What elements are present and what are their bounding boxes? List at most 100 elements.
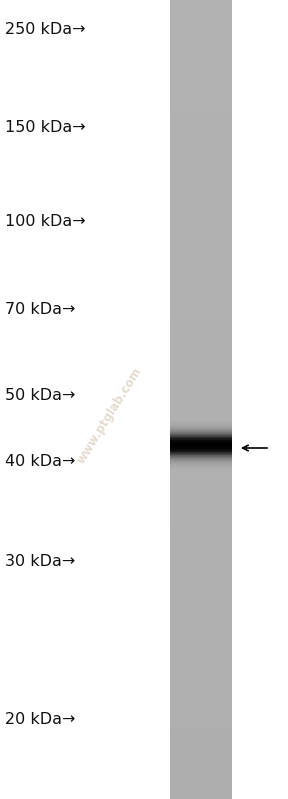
Bar bbox=[170, 54, 232, 61]
Bar bbox=[170, 443, 232, 444]
Bar bbox=[170, 499, 232, 507]
Bar bbox=[170, 6, 232, 14]
Bar bbox=[170, 639, 232, 647]
Bar bbox=[170, 446, 232, 447]
Bar bbox=[170, 425, 232, 426]
Bar bbox=[170, 442, 232, 443]
Bar bbox=[170, 421, 232, 422]
Bar bbox=[170, 451, 232, 452]
Bar bbox=[170, 451, 232, 452]
Bar bbox=[170, 693, 232, 700]
Bar bbox=[170, 326, 232, 334]
Bar bbox=[170, 706, 232, 714]
Bar bbox=[170, 447, 232, 448]
Bar bbox=[170, 213, 232, 221]
Bar bbox=[170, 465, 232, 466]
Bar bbox=[170, 793, 232, 799]
Bar bbox=[170, 153, 232, 161]
Bar bbox=[170, 426, 232, 427]
Bar bbox=[170, 437, 232, 438]
Bar bbox=[170, 453, 232, 454]
Bar bbox=[170, 457, 232, 458]
Bar bbox=[170, 453, 232, 454]
Bar bbox=[170, 440, 232, 441]
Bar bbox=[170, 467, 232, 468]
Bar bbox=[170, 448, 232, 449]
Bar bbox=[170, 166, 232, 174]
Bar bbox=[170, 446, 232, 447]
Bar bbox=[170, 437, 232, 438]
Text: 150 kDa→: 150 kDa→ bbox=[5, 121, 86, 136]
Bar bbox=[170, 460, 232, 462]
Bar bbox=[170, 455, 232, 457]
Bar bbox=[170, 434, 232, 435]
Bar bbox=[170, 413, 232, 420]
Bar bbox=[170, 586, 232, 594]
Bar bbox=[170, 106, 232, 114]
Bar bbox=[170, 653, 232, 660]
Bar bbox=[170, 438, 232, 439]
Bar bbox=[170, 373, 232, 380]
Text: 30 kDa→: 30 kDa→ bbox=[5, 555, 75, 570]
Bar bbox=[170, 441, 232, 442]
Bar bbox=[170, 472, 232, 473]
Bar bbox=[170, 465, 232, 466]
Text: 100 kDa→: 100 kDa→ bbox=[5, 214, 86, 229]
Bar bbox=[170, 666, 232, 674]
Bar bbox=[170, 433, 232, 434]
Text: 70 kDa→: 70 kDa→ bbox=[5, 303, 75, 317]
Bar bbox=[170, 346, 232, 354]
Bar bbox=[170, 449, 232, 450]
Bar bbox=[170, 441, 232, 442]
Bar bbox=[170, 446, 232, 447]
Bar bbox=[170, 419, 232, 420]
Bar bbox=[170, 471, 232, 472]
Bar bbox=[170, 452, 232, 453]
Bar bbox=[170, 454, 232, 455]
Bar bbox=[170, 46, 232, 54]
Bar bbox=[170, 434, 232, 435]
Text: www.ptglab.com: www.ptglab.com bbox=[75, 365, 144, 466]
Bar bbox=[170, 427, 232, 428]
Bar bbox=[170, 593, 232, 600]
Bar bbox=[170, 448, 232, 449]
Bar bbox=[170, 464, 232, 465]
Bar bbox=[170, 431, 232, 433]
Bar bbox=[170, 286, 232, 294]
Bar bbox=[170, 453, 232, 460]
Bar bbox=[170, 440, 232, 441]
Bar bbox=[170, 333, 232, 340]
Bar bbox=[170, 440, 232, 441]
Bar bbox=[170, 459, 232, 467]
Bar bbox=[170, 428, 232, 429]
Bar bbox=[170, 80, 232, 88]
Bar bbox=[170, 380, 232, 388]
Bar bbox=[170, 140, 232, 148]
Bar bbox=[170, 448, 232, 449]
Bar bbox=[170, 452, 232, 453]
Bar bbox=[170, 133, 232, 141]
Bar bbox=[170, 426, 232, 434]
Bar bbox=[170, 457, 232, 458]
Bar bbox=[170, 200, 232, 208]
Bar bbox=[170, 745, 232, 753]
Bar bbox=[170, 456, 232, 457]
Bar bbox=[170, 423, 232, 425]
Bar bbox=[170, 486, 232, 494]
Bar bbox=[170, 739, 232, 747]
Bar bbox=[170, 444, 232, 445]
Bar bbox=[170, 14, 232, 21]
Bar bbox=[170, 419, 232, 420]
Bar bbox=[170, 447, 232, 448]
Bar bbox=[170, 713, 232, 720]
Bar bbox=[170, 442, 232, 443]
Bar bbox=[170, 417, 232, 418]
Text: 50 kDa→: 50 kDa→ bbox=[5, 388, 75, 403]
Bar bbox=[170, 427, 232, 428]
Bar bbox=[170, 160, 232, 168]
Bar bbox=[170, 619, 232, 627]
Bar bbox=[170, 455, 232, 456]
Bar bbox=[170, 439, 232, 441]
Bar bbox=[170, 440, 232, 441]
Bar bbox=[170, 186, 232, 194]
